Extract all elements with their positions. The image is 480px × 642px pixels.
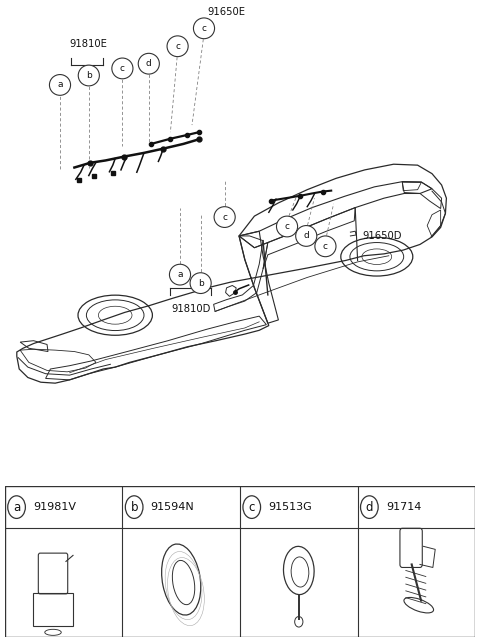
Text: c: c: [285, 222, 289, 231]
Circle shape: [315, 236, 336, 257]
Text: d: d: [146, 59, 152, 68]
Text: c: c: [249, 501, 255, 514]
Circle shape: [243, 496, 261, 519]
Circle shape: [112, 58, 133, 79]
Text: c: c: [120, 64, 125, 73]
Circle shape: [125, 496, 143, 519]
Text: a: a: [57, 80, 63, 89]
Text: d: d: [303, 231, 309, 241]
Text: a: a: [177, 270, 183, 279]
Circle shape: [8, 496, 25, 519]
Text: c: c: [222, 213, 227, 221]
Text: b: b: [198, 279, 204, 288]
Circle shape: [190, 273, 211, 293]
Text: 91714: 91714: [386, 502, 421, 512]
Text: c: c: [175, 42, 180, 51]
Text: 91650E: 91650E: [207, 6, 246, 17]
Circle shape: [169, 265, 191, 285]
Text: c: c: [323, 242, 328, 251]
Circle shape: [167, 36, 188, 56]
Circle shape: [193, 18, 215, 39]
Circle shape: [276, 216, 298, 237]
Circle shape: [360, 496, 378, 519]
Text: d: d: [366, 501, 373, 514]
Text: 91981V: 91981V: [33, 502, 76, 512]
Text: b: b: [131, 501, 138, 514]
Circle shape: [138, 53, 159, 74]
Text: 91810E: 91810E: [69, 39, 107, 49]
Circle shape: [296, 225, 317, 247]
Text: 91650D: 91650D: [362, 231, 402, 241]
Circle shape: [49, 74, 71, 95]
Text: 91594N: 91594N: [151, 502, 194, 512]
Text: c: c: [202, 24, 206, 33]
Text: b: b: [86, 71, 92, 80]
Text: 91810D: 91810D: [171, 304, 211, 315]
Circle shape: [214, 207, 235, 227]
Text: 91513G: 91513G: [268, 502, 312, 512]
Circle shape: [78, 65, 99, 86]
Text: a: a: [13, 501, 20, 514]
